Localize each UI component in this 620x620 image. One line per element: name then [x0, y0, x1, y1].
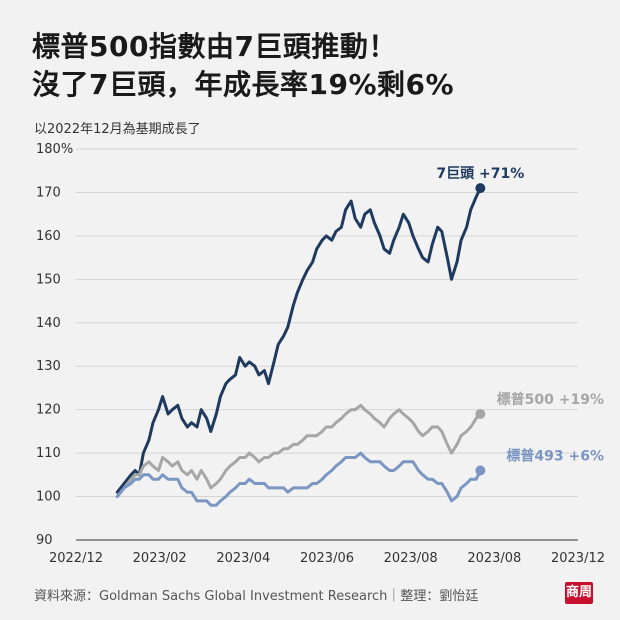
series-end-label: 標普493 +6%	[506, 447, 604, 464]
y-tick-label: 90	[36, 533, 53, 548]
x-tick-label: 2023/12	[551, 551, 605, 566]
series-line	[115, 186, 482, 494]
x-tick-label: 2023/04	[216, 551, 270, 566]
y-tick-label: 160	[36, 229, 61, 244]
x-tick-label: 2023/08	[467, 551, 521, 566]
y-tick-label: 130	[36, 359, 61, 374]
series-end-point	[475, 183, 486, 194]
y-tick-label: 180%	[36, 142, 73, 157]
y-tick-label: 140	[36, 316, 61, 331]
series-end-label: 標普500 +19%	[497, 391, 604, 408]
series-end-label: 7巨頭 +71%	[436, 166, 524, 182]
x-tick-label: 2022/12	[49, 551, 103, 566]
title-line-2: 沒了7巨頭，年成長率19%剩6%	[32, 68, 455, 101]
title-line-1: 標普500指數由7巨頭推動！	[32, 30, 397, 63]
series-end-point	[475, 409, 486, 420]
source-note: 資料來源：Goldman Sachs Global Investment Res…	[34, 589, 479, 604]
y-tick-label: 110	[36, 446, 61, 461]
y-tick-label: 150	[36, 272, 61, 287]
x-tick-label: 2023/08	[384, 551, 438, 566]
y-tick-label: 170	[36, 185, 61, 200]
y-tick-label: 100	[36, 490, 61, 505]
x-tick-label: 2023/02	[133, 551, 187, 566]
series-end-point	[475, 465, 486, 476]
series-line	[115, 451, 482, 507]
chart-title: 標普500指數由7巨頭推動！ 沒了7巨頭，年成長率19%剩6%	[32, 28, 602, 104]
chart-subtitle: 以2022年12月為基期成長了	[34, 122, 201, 137]
y-tick-label: 120	[36, 403, 61, 418]
x-tick-label: 2023/06	[300, 551, 354, 566]
series-line	[115, 403, 482, 499]
publisher-logo: 商周	[565, 582, 593, 604]
